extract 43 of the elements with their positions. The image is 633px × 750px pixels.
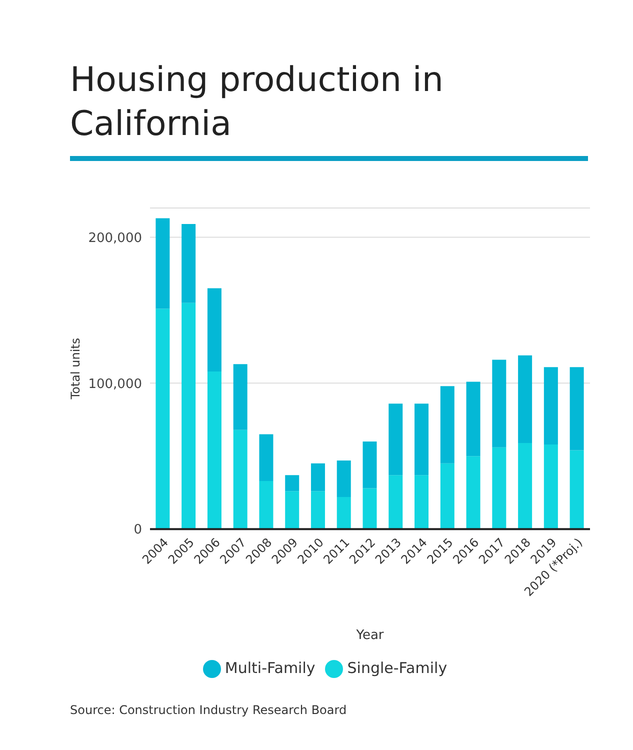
bar <box>207 288 222 372</box>
y-tick-label: 0 <box>134 522 142 538</box>
bar <box>466 456 480 530</box>
bar <box>362 442 377 488</box>
bar <box>259 480 274 530</box>
bar <box>570 367 584 450</box>
legend-label: Single-Family <box>347 659 448 678</box>
bar <box>310 463 325 492</box>
bar <box>285 475 300 492</box>
bar <box>233 430 248 530</box>
bar <box>156 218 170 309</box>
bar <box>285 491 300 530</box>
bar <box>544 367 558 444</box>
y-axis-title: Total units <box>68 338 82 400</box>
x-axis-title: Year <box>355 628 384 644</box>
bar <box>182 224 196 303</box>
bar <box>310 491 325 530</box>
bar <box>518 442 532 530</box>
bar <box>336 497 351 530</box>
bar <box>336 460 351 497</box>
bar <box>233 364 248 430</box>
y-tick-label: 200,000 <box>88 230 142 246</box>
bar <box>388 475 403 530</box>
bar <box>492 360 506 448</box>
chart-title: Housing production in California <box>70 59 444 146</box>
bar <box>440 463 454 530</box>
source-note: Source: Construction Industry Research Board <box>70 703 347 717</box>
bar <box>156 308 170 530</box>
bar <box>544 444 558 530</box>
y-tick-label: 100,000 <box>88 376 142 392</box>
bar <box>466 382 480 456</box>
bar <box>362 488 377 530</box>
bar <box>440 386 454 464</box>
legend-label: Multi-Family <box>224 659 316 678</box>
bar <box>414 475 429 530</box>
bar <box>182 302 196 530</box>
bar <box>570 450 584 530</box>
bar <box>259 434 274 481</box>
bar <box>492 447 506 530</box>
bar <box>388 404 403 476</box>
bar <box>518 355 532 443</box>
bar <box>414 404 429 476</box>
bar <box>207 371 222 530</box>
